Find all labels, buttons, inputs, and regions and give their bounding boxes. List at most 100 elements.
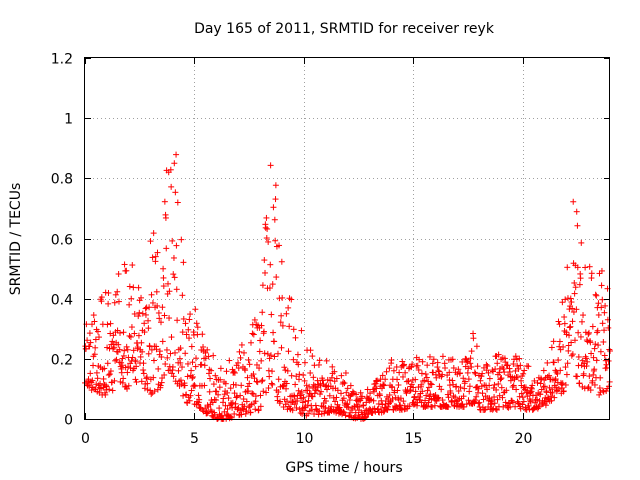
data-point <box>101 365 108 372</box>
data-point <box>271 216 278 223</box>
data-point <box>344 385 351 392</box>
data-point <box>546 384 553 391</box>
data-point <box>189 375 196 382</box>
data-point <box>509 399 516 406</box>
data-point <box>104 360 111 367</box>
data-point <box>544 359 551 366</box>
data-point <box>386 391 393 398</box>
data-point <box>603 388 610 395</box>
data-point <box>439 397 446 404</box>
data-point <box>484 386 491 393</box>
data-point <box>253 361 260 368</box>
data-point <box>267 352 274 359</box>
data-point <box>323 357 330 364</box>
data-point <box>203 410 210 417</box>
data-point <box>120 375 127 382</box>
data-point <box>401 361 408 368</box>
data-point <box>296 406 303 413</box>
data-point <box>210 352 217 359</box>
data-point <box>295 361 302 368</box>
data-point <box>290 326 297 333</box>
data-point <box>149 299 156 306</box>
data-point <box>475 400 482 407</box>
data-point <box>257 392 264 399</box>
data-point <box>156 315 163 322</box>
data-point <box>226 357 233 364</box>
data-point <box>91 318 98 325</box>
data-point <box>580 370 587 377</box>
data-point <box>105 300 112 307</box>
data-point <box>166 315 173 322</box>
data-point <box>447 390 454 397</box>
data-point <box>189 373 196 380</box>
data-point <box>412 376 419 383</box>
data-point <box>473 343 480 350</box>
data-point <box>470 335 477 342</box>
data-point <box>341 409 348 416</box>
data-point <box>575 329 582 336</box>
data-point <box>562 381 569 388</box>
data-point <box>313 387 320 394</box>
data-point <box>429 360 436 367</box>
data-point <box>263 214 270 221</box>
data-point <box>289 407 296 414</box>
data-point <box>564 264 571 271</box>
data-point <box>593 292 600 299</box>
data-point <box>575 353 582 360</box>
data-point <box>519 401 526 408</box>
data-point <box>158 319 165 326</box>
data-point <box>436 368 443 375</box>
data-point <box>551 394 558 401</box>
data-point <box>494 396 501 403</box>
data-point <box>418 381 425 388</box>
data-point <box>428 381 435 388</box>
data-point <box>559 380 566 387</box>
data-point <box>375 400 382 407</box>
y-tick-labels: 0 0.2 0.4 0.6 0.8 1 1.2 <box>51 52 73 429</box>
data-point <box>408 381 415 388</box>
data-point <box>424 403 431 410</box>
data-point <box>86 330 93 337</box>
data-point <box>585 384 592 391</box>
data-point <box>126 283 133 290</box>
data-point <box>92 344 99 351</box>
data-point <box>461 385 468 392</box>
data-point <box>177 345 184 352</box>
data-point <box>520 398 527 405</box>
data-point <box>213 388 220 395</box>
data-point <box>568 299 575 306</box>
data-point <box>534 379 541 386</box>
data-point <box>140 360 147 367</box>
data-point <box>589 323 596 330</box>
data-point <box>290 356 297 363</box>
data-point <box>207 407 214 414</box>
data-point <box>270 329 277 336</box>
data-point <box>261 257 268 264</box>
data-point <box>266 285 273 292</box>
data-point <box>529 382 536 389</box>
y-tick-label: 0.4 <box>51 293 73 309</box>
data-point <box>107 330 114 337</box>
data-point <box>257 403 264 410</box>
data-point <box>331 368 338 375</box>
data-point <box>579 357 586 364</box>
data-point <box>568 339 575 346</box>
data-point <box>165 280 172 287</box>
data-point <box>106 371 113 378</box>
data-point <box>268 380 275 387</box>
data-point <box>278 258 285 265</box>
data-point <box>549 389 556 396</box>
data-point <box>576 281 583 288</box>
data-point <box>275 388 282 395</box>
data-point <box>332 398 339 405</box>
data-point <box>123 343 130 350</box>
data-point <box>353 391 360 398</box>
data-point <box>91 351 98 358</box>
data-point <box>115 341 122 348</box>
plot-frame <box>84 57 610 420</box>
data-point <box>178 236 185 243</box>
data-point <box>602 302 609 309</box>
data-point <box>449 356 456 363</box>
data-point <box>557 367 564 374</box>
data-point <box>484 363 491 370</box>
